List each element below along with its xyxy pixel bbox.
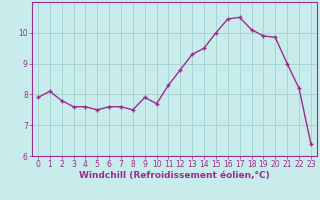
X-axis label: Windchill (Refroidissement éolien,°C): Windchill (Refroidissement éolien,°C) bbox=[79, 171, 270, 180]
